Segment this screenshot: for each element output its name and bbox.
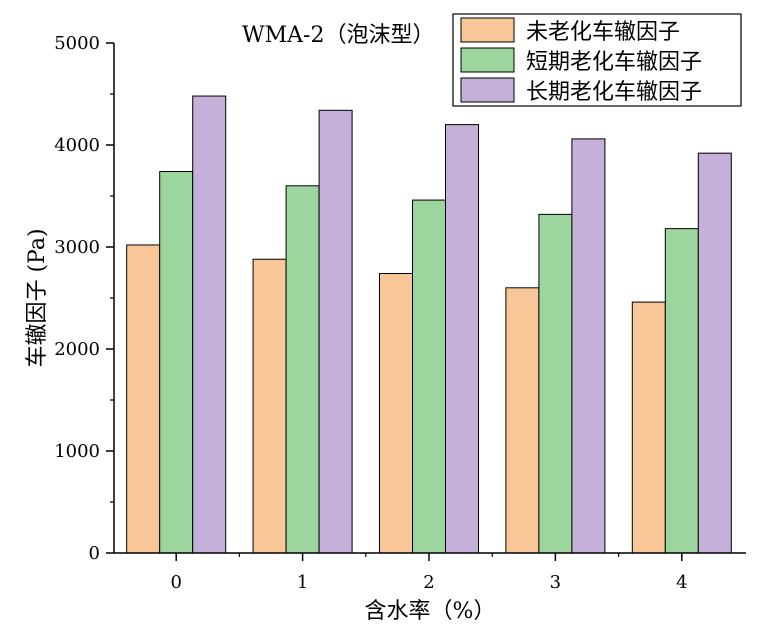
- x-tick-label: 0: [170, 572, 181, 593]
- x-tick-label: 1: [297, 572, 308, 593]
- legend-swatch: [460, 17, 515, 43]
- y-tick-label: 1000: [54, 441, 100, 462]
- y-tick-label: 4000: [54, 135, 100, 156]
- bar: [318, 109, 353, 554]
- y-tick-label: 0: [89, 543, 100, 564]
- bar: [631, 301, 666, 554]
- bar: [192, 95, 227, 554]
- bar: [285, 185, 320, 554]
- legend-swatch: [460, 47, 515, 73]
- bar: [379, 273, 413, 554]
- bar: [697, 152, 732, 554]
- chart-title: WMA-2（泡沫型）: [242, 23, 434, 48]
- x-ticks: 0 1 2 3 4: [170, 553, 688, 593]
- x-tick-label: 4: [676, 572, 687, 593]
- bar: [571, 138, 606, 554]
- x-tick-label: 2: [423, 572, 434, 593]
- bars-layer: [126, 95, 732, 554]
- bar: [252, 258, 287, 554]
- y-ticks: 0 1000 2000 3000 4000 5000: [54, 33, 114, 564]
- bar: [445, 124, 479, 554]
- x-tick-label: 3: [550, 572, 561, 593]
- bar: [159, 171, 194, 554]
- legend-label: 长期老化车辙因子: [526, 80, 702, 105]
- bar: [505, 287, 540, 554]
- x-axis-title: 含水率（%）: [365, 599, 496, 624]
- legend-label: 未老化车辙因子: [526, 20, 680, 45]
- bar: [664, 228, 699, 554]
- bar: [126, 244, 161, 554]
- y-tick-label: 3000: [54, 237, 100, 258]
- legend-swatch: [460, 77, 515, 103]
- y-tick-label: 5000: [54, 33, 100, 54]
- y-axis-title: 车辙因子 (Pa): [25, 228, 50, 367]
- bar: [412, 199, 446, 554]
- y-tick-label: 2000: [54, 339, 100, 360]
- legend-label: 短期老化车辙因子: [526, 50, 702, 75]
- bar: [538, 213, 573, 554]
